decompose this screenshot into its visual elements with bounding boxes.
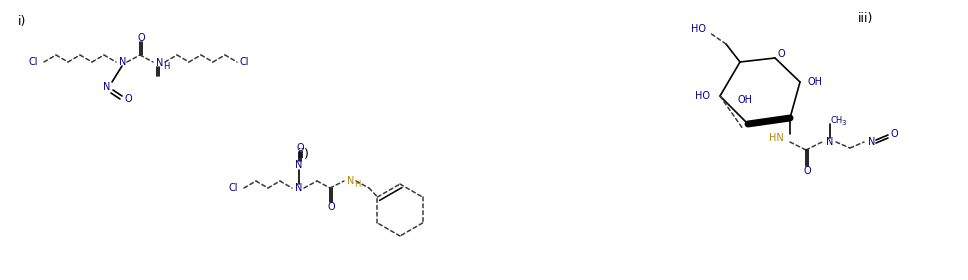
Text: N: N xyxy=(826,137,833,147)
Text: H: H xyxy=(354,179,360,188)
Text: 3: 3 xyxy=(841,120,845,126)
Text: H: H xyxy=(163,62,169,71)
Text: N: N xyxy=(347,176,354,186)
Text: O: O xyxy=(778,49,786,59)
Text: HN: HN xyxy=(770,133,784,143)
Text: O: O xyxy=(891,129,898,139)
Text: O: O xyxy=(296,143,304,153)
Text: N: N xyxy=(103,82,110,92)
Text: O: O xyxy=(124,94,132,104)
Text: N: N xyxy=(295,160,303,170)
Text: Cl: Cl xyxy=(228,183,237,193)
Text: O: O xyxy=(327,202,335,212)
Text: HO: HO xyxy=(691,24,706,34)
Text: N: N xyxy=(119,57,127,67)
Text: ii): ii) xyxy=(298,148,310,161)
Text: O: O xyxy=(803,166,811,176)
Text: N: N xyxy=(868,137,875,147)
Text: Cl: Cl xyxy=(28,57,38,67)
Text: CH: CH xyxy=(831,116,843,125)
Text: N: N xyxy=(156,58,164,68)
Text: O: O xyxy=(137,33,145,43)
Text: iii): iii) xyxy=(858,12,873,25)
Text: HO: HO xyxy=(695,91,710,101)
Text: OH: OH xyxy=(808,77,823,87)
Text: OH: OH xyxy=(737,95,752,105)
Text: i): i) xyxy=(18,15,26,28)
Text: Cl: Cl xyxy=(239,57,249,67)
Text: N: N xyxy=(295,183,302,193)
